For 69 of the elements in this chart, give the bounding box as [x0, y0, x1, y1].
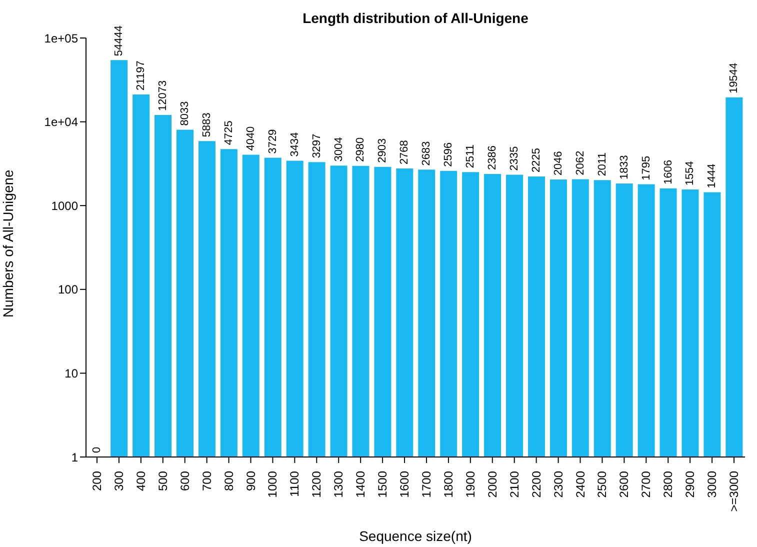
- x-tick-label: 400: [134, 470, 148, 492]
- x-tick-label: 200: [90, 470, 104, 492]
- data-label: 2683: [420, 141, 433, 166]
- data-label: 1795: [640, 156, 652, 180]
- x-tick-label: 700: [200, 470, 214, 492]
- data-label: 2511: [464, 144, 477, 168]
- data-label: 2903: [376, 138, 389, 163]
- x-tick-label: >=3000: [727, 470, 742, 512]
- x-tick-label: 1900: [463, 470, 478, 498]
- x-tick-label: 1500: [376, 470, 390, 498]
- data-label: 2011: [596, 152, 608, 176]
- data-label: 19544: [728, 62, 740, 94]
- data-label: 3004: [332, 137, 345, 162]
- y-tick-label: 1000: [51, 198, 78, 213]
- data-label: 21197: [135, 60, 148, 90]
- data-label: 2386: [486, 145, 499, 170]
- x-tick-label: 300: [112, 470, 126, 492]
- x-tick-label: 1700: [419, 470, 434, 498]
- x-tick-label: 3000: [705, 470, 720, 498]
- data-label: 12073: [157, 80, 170, 111]
- x-tick-label: 2200: [529, 470, 544, 498]
- x-tick-label: 1300: [332, 470, 346, 498]
- x-tick-label: 1600: [398, 470, 412, 498]
- x-tick-label: 1400: [354, 470, 368, 498]
- x-tick-label: 2000: [485, 470, 500, 498]
- chart-title: Length distribution of All-Unigene: [302, 10, 530, 26]
- x-tick-label: 2500: [595, 470, 610, 498]
- x-tick-label: 1100: [288, 470, 302, 497]
- data-label: 2062: [574, 150, 586, 176]
- data-label: 2768: [398, 140, 411, 165]
- x-tick-label: 2700: [639, 470, 654, 498]
- y-tick-label: 1e+05: [44, 31, 78, 46]
- data-label: 2980: [354, 137, 367, 162]
- x-tick-label: 2400: [573, 470, 588, 498]
- data-label: 1606: [662, 160, 674, 184]
- data-label: 1833: [618, 155, 630, 180]
- data-label: 2046: [552, 151, 564, 176]
- y-tick-label: 1e+04: [44, 115, 78, 130]
- data-label: 1554: [684, 161, 696, 186]
- y-axis-title: Numbers of All-Unigene: [0, 169, 16, 318]
- x-tick-label: 900: [244, 470, 258, 492]
- data-label: 2225: [530, 148, 542, 172]
- data-label: 4040: [244, 126, 257, 151]
- x-tick-label: 1800: [441, 470, 456, 498]
- y-tick-label: 10: [64, 366, 78, 380]
- x-tick-label: 500: [156, 470, 170, 492]
- data-label: 3434: [288, 132, 301, 157]
- y-tick-label: 100: [58, 282, 78, 297]
- x-tick-label: 2800: [661, 470, 676, 498]
- x-tick-label: 1000: [266, 470, 280, 498]
- x-axis-title: Sequence size(nt): [359, 528, 472, 544]
- x-tick-label: 2900: [683, 470, 698, 498]
- data-label: 1444: [706, 164, 718, 188]
- x-tick-label: 1200: [310, 470, 324, 498]
- data-label: 3729: [266, 129, 279, 154]
- data-label: 2335: [508, 146, 521, 171]
- data-label: 2596: [442, 142, 455, 167]
- x-tick-label: 800: [222, 470, 236, 492]
- data-label: 8033: [179, 101, 192, 126]
- x-tick-label: 2100: [507, 470, 522, 498]
- y-tick-label: 1: [71, 450, 78, 464]
- x-tick-label: 2600: [617, 470, 632, 498]
- x-tick-label: 2300: [551, 470, 566, 498]
- text: 0: [90, 446, 103, 453]
- data-label: 5883: [200, 112, 213, 138]
- data-label: 54444: [113, 26, 126, 56]
- x-tick-label: 600: [178, 470, 192, 492]
- data-label: 4725: [222, 120, 235, 146]
- data-label: 3297: [310, 134, 323, 158]
